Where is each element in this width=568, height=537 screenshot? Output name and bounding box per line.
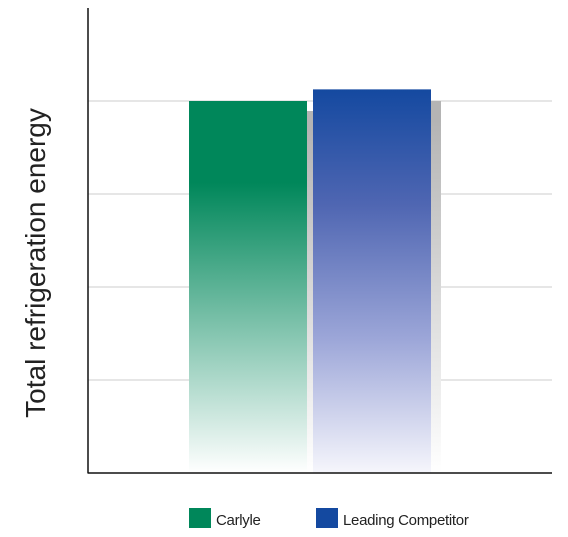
legend-swatch	[189, 508, 211, 528]
y-axis-label: Total refrigeration energy	[20, 108, 51, 418]
axes	[87, 8, 552, 474]
legend-label: Carlyle	[216, 512, 261, 529]
bar-carlyle	[189, 101, 307, 473]
bar-leading-competitor	[313, 89, 431, 473]
legend-label: Leading Competitor	[343, 512, 469, 529]
legend-swatch	[316, 508, 338, 528]
legend: Carlyle Leading Competitor	[189, 508, 469, 529]
bar-shadow	[307, 111, 313, 473]
bars	[189, 89, 431, 473]
